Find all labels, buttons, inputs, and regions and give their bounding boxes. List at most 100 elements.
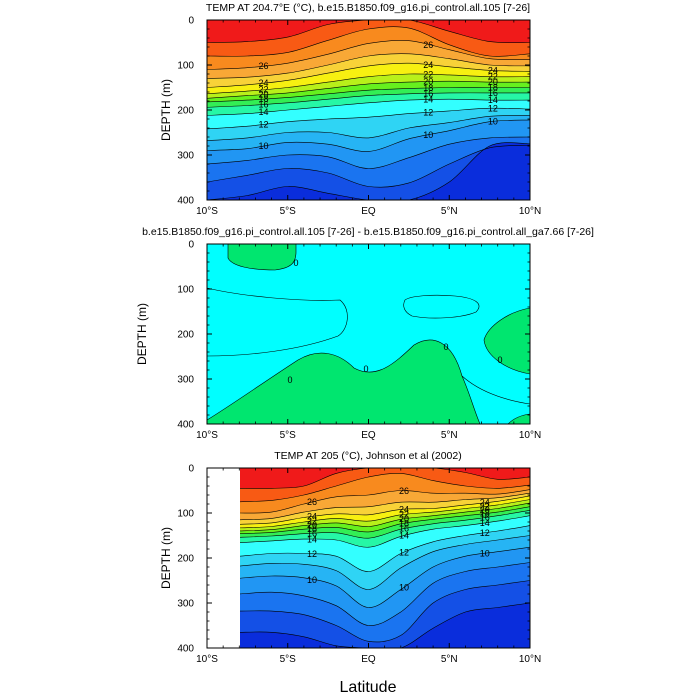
- contour-label: 20: [480, 505, 490, 515]
- panel-2-contour-labels: 0 0 0 0 0: [287, 258, 502, 385]
- contour-label: 12: [399, 547, 409, 557]
- contour-label: 10: [307, 575, 317, 585]
- isotherm-line: [207, 40, 530, 70]
- isotherm-line: [240, 602, 530, 648]
- isotherm-line: [240, 472, 530, 503]
- x-tick-label: 5°S: [280, 654, 297, 665]
- x-tick-label: 10°N: [519, 206, 541, 217]
- isotherm-line: [240, 562, 530, 626]
- contour-label: 18: [399, 518, 409, 528]
- x-tick-label: 5°N: [441, 430, 458, 441]
- panel-3-contour-fill: [240, 468, 530, 648]
- y-tick-label: 200: [177, 554, 194, 565]
- contour-label: 26: [423, 40, 433, 50]
- panel-1: TEMP AT 204.7°E (°C), b.e15.B1850.f09_g1…: [159, 2, 541, 217]
- contour-label: 20: [258, 90, 268, 100]
- isotherm-line: [207, 73, 530, 95]
- y-tick-label: 300: [177, 151, 194, 162]
- contour-label: 24: [258, 78, 268, 88]
- contour-label: 10: [480, 549, 490, 559]
- panel-1-contour-labels: 2624222018161412102624222018161412102422…: [258, 40, 497, 151]
- isotherm-line: [207, 87, 530, 103]
- y-tick-label: 400: [177, 420, 194, 431]
- x-tick-label: EQ: [361, 654, 376, 665]
- temperature-band: [207, 142, 530, 200]
- contour-label: 22: [423, 69, 433, 79]
- contour-label: 18: [480, 509, 490, 519]
- contour-label: 24: [307, 512, 317, 522]
- isotherm-line: [207, 92, 530, 108]
- y-tick-label: 400: [177, 644, 194, 655]
- isotherm-line: [240, 580, 530, 643]
- panel-1-axes: 10°S 5°S EQ 5°N 10°N 0 100 200 300 400: [177, 16, 541, 218]
- y-tick-label: 0: [188, 464, 194, 475]
- x-axis-label: Latitude: [340, 679, 397, 696]
- y-tick-label: 200: [177, 106, 194, 117]
- x-tick-label: EQ: [361, 430, 376, 441]
- y-tick-label: 0: [188, 240, 194, 251]
- panel-1-ylabel: DEPTH (m): [159, 79, 173, 141]
- panel-1-contour-fill: [207, 20, 530, 200]
- contour-label: 22: [480, 501, 490, 511]
- x-tick-label: 5°S: [280, 430, 297, 441]
- x-tick-label: 10°N: [519, 654, 541, 665]
- contour-label: 14: [423, 95, 433, 105]
- isotherm-line: [240, 509, 530, 539]
- y-tick-label: 0: [188, 16, 194, 27]
- contour-label: 16: [488, 88, 498, 98]
- y-tick-label: 100: [177, 285, 194, 296]
- isotherm-line: [240, 499, 530, 529]
- isotherm-line: [207, 107, 530, 130]
- panel-3-title: TEMP AT 205 (°C), Johnson et al (2002): [274, 450, 461, 462]
- panel-3-axes: 10°S 5°S EQ 5°N 10°N 0 100 200 300 400: [177, 464, 541, 666]
- isotherm-line: [240, 525, 530, 572]
- y-tick-label: 300: [177, 375, 194, 386]
- isotherm-line: [240, 506, 530, 534]
- panel-3-contour-labels: 2624222018161412102624222018161412102422…: [307, 486, 490, 593]
- y-tick-label: 300: [177, 599, 194, 610]
- x-tick-label: 10°S: [196, 654, 218, 665]
- panel-2-contour-mid: [403, 294, 480, 319]
- contour-label: 12: [423, 107, 433, 117]
- isotherm-line: [240, 489, 530, 514]
- isotherm-line: [240, 492, 530, 521]
- contour-label: 22: [399, 510, 409, 520]
- x-tick-label: 10°S: [196, 430, 218, 441]
- contour-label: 26: [258, 61, 268, 71]
- contour-label: 12: [258, 119, 268, 129]
- x-tick-label: 5°N: [441, 206, 458, 217]
- contour-label: 16: [399, 524, 409, 534]
- y-tick-label: 200: [177, 330, 194, 341]
- contour-label: 22: [307, 516, 317, 526]
- isotherm-line: [240, 495, 530, 525]
- panel-2-region-right: [483, 307, 530, 375]
- panel-2-axes: 10°S 5°S EQ 5°N 10°N 0 100 200 300 400: [177, 240, 541, 442]
- contour-label: 18: [307, 524, 317, 534]
- x-tick-label: 5°S: [280, 206, 297, 217]
- contour-label: 14: [258, 107, 268, 117]
- panel-1-title: TEMP AT 204.7°E (°C), b.e15.B1850.f09_g1…: [206, 2, 530, 14]
- contour-label: 24: [480, 498, 490, 508]
- contour-label: 12: [480, 528, 490, 538]
- y-tick-label: 100: [177, 61, 194, 72]
- contour-label: 18: [258, 94, 268, 104]
- contour-label: 14: [399, 531, 409, 541]
- isotherm-line: [240, 546, 530, 608]
- x-tick-label: EQ: [361, 206, 376, 217]
- isotherm-line: [207, 80, 530, 99]
- contour-label: 14: [488, 95, 498, 105]
- contour-label: 20: [488, 77, 498, 87]
- panel-2-region-upper-left: [227, 244, 297, 271]
- isotherm-line: [240, 468, 530, 489]
- panel-2-contour-upper: [207, 287, 348, 357]
- isotherm-line: [207, 142, 530, 200]
- isotherm-line: [207, 136, 530, 169]
- contour-label: 0: [287, 375, 292, 385]
- isotherm-line: [207, 20, 530, 44]
- isotherm-line: [207, 26, 530, 57]
- contour-label: 16: [423, 88, 433, 98]
- contour-label: 20: [399, 514, 409, 524]
- isotherm-line: [207, 115, 530, 141]
- panel-3: TEMP AT 205 (°C), Johnson et al (2002) 2…: [159, 450, 541, 696]
- contour-label: 22: [258, 85, 268, 95]
